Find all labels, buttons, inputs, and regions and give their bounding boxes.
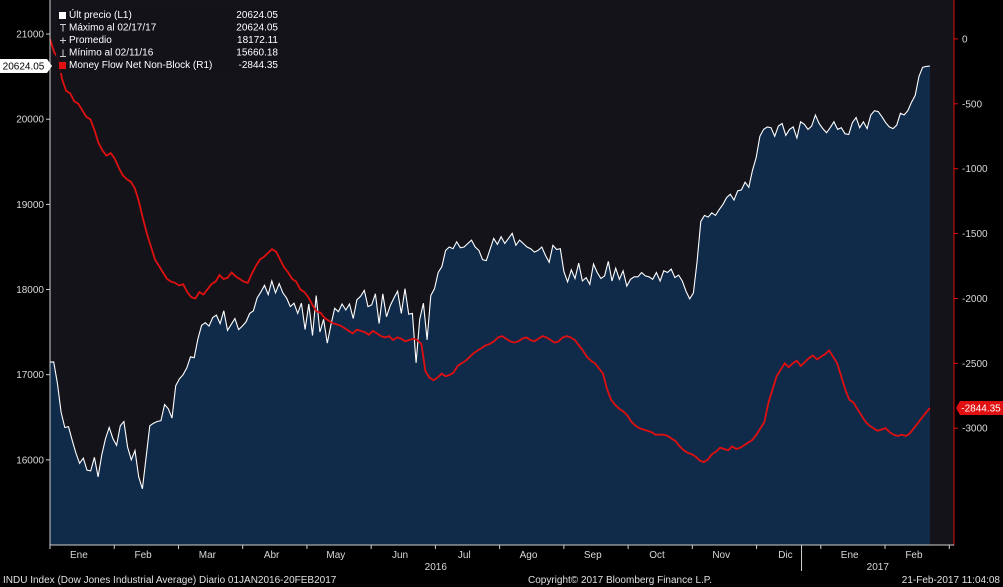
footer-timestamp: 21-Feb-2017 11:04:08: [902, 575, 1001, 586]
x-tick-label: Jun: [392, 550, 408, 561]
legend-label: Mínimo al 02/11/16: [69, 48, 154, 59]
x-tick-label: Ene: [841, 550, 859, 561]
right-tick-label: -2000: [962, 294, 988, 305]
right-tick-label: -500: [962, 99, 982, 110]
x-tick-label: Feb: [905, 550, 923, 561]
legend-marker: [60, 49, 66, 57]
right-tick-label: -1000: [962, 164, 988, 175]
left-last-value-tag: [0, 58, 47, 73]
footer-left: INDU Index (Dow Jones Industrial Average…: [3, 575, 337, 586]
left-last-value-pointer: [47, 58, 52, 73]
last-value-tags: 20624.05 -2844.35: [0, 58, 1003, 415]
right-tick-label: 0: [962, 34, 968, 45]
legend-value: 20624.05: [236, 10, 278, 21]
year-label-2016: 2016: [425, 562, 448, 573]
right-tick-label: -3000: [962, 424, 988, 435]
left-tick-label: 21000: [16, 30, 44, 41]
x-tick-label: Jul: [458, 550, 471, 561]
left-tick-label: 18000: [16, 285, 44, 296]
left-last-value-label: 20624.05: [3, 61, 45, 72]
line-layer: [49, 38, 931, 489]
price-area: [50, 66, 930, 545]
left-tick-label: 16000: [16, 455, 44, 466]
legend-label: Últ precio (L1): [69, 8, 132, 21]
right-last-value-label: -2844.35: [961, 403, 1001, 414]
legend: Últ precio (L1) 20624.05 Máximo al 02/17/1…: [56, 7, 281, 73]
footer: INDU Index (Dow Jones Industrial Average…: [3, 575, 1000, 586]
right-last-value-tag: [956, 400, 1003, 415]
legend-label: Money Flow Net Non-Block (R1): [69, 60, 212, 71]
footer-copyright: Copyright© 2017 Bloomberg Finance L.P.: [528, 575, 712, 586]
x-tick-label: Abr: [264, 550, 280, 561]
x-tick-label: May: [326, 550, 345, 561]
axis-layer: 21000 20000 19000 18000 17000 16000 0 -500 -1000…: [16, 0, 988, 573]
legend-marker: [59, 62, 66, 69]
right-tick-label: -2500: [962, 359, 988, 370]
legend-marker: [59, 12, 66, 19]
right-tick-label: -1500: [962, 229, 988, 240]
legend-background: [56, 7, 281, 73]
legend-value: 18172.11: [237, 35, 278, 46]
legend-value: 20624.05: [236, 23, 278, 34]
money-flow-line: [49, 38, 931, 463]
legend-value: -2844.35: [239, 60, 279, 71]
x-tick-label: Nov: [712, 550, 730, 561]
left-tick-label: 17000: [16, 370, 44, 381]
left-tick-label: 19000: [16, 200, 44, 211]
x-tick-label: Ago: [520, 550, 538, 561]
legend-value: 15660.18: [236, 48, 278, 59]
x-tick-label: Feb: [135, 550, 153, 561]
legend-label: Máximo al 02/17/17: [69, 23, 157, 34]
x-tick-label: Dic: [778, 550, 792, 561]
price-area-layer: [50, 66, 930, 545]
x-tick-label: Oct: [649, 550, 665, 561]
year-label-2017: 2017: [867, 562, 890, 573]
price-line: [49, 65, 931, 489]
x-tick-label: Sep: [584, 550, 602, 561]
x-tick-label: Mar: [199, 550, 217, 561]
legend-label: Promedio: [69, 35, 112, 46]
x-tick-label: Ene: [70, 550, 88, 561]
legend-marker: [60, 37, 66, 44]
legend-marker: [60, 24, 66, 32]
left-tick-label: 20000: [16, 115, 44, 126]
